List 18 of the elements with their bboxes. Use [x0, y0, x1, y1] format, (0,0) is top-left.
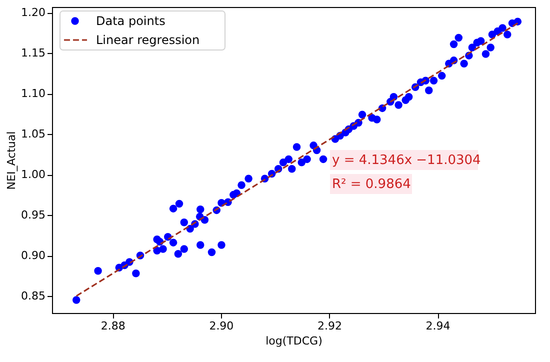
y-axis-title: NEI_Actual [5, 131, 18, 190]
x-tick-label: 2.94 [426, 320, 450, 332]
x-tick-label: 2.88 [100, 320, 126, 332]
y-tick-label: 1.15 [21, 46, 46, 60]
y-tick-label: 0.90 [21, 249, 46, 262]
y-tick-label: 1.00 [21, 168, 46, 182]
x-tick-label: 2.90 [209, 320, 234, 332]
annotation: y = 4.1346x −11.0304 [332, 153, 481, 168]
y-tick-label: 0.85 [21, 290, 46, 302]
x-axis-title: log(TDCG) [266, 334, 322, 348]
y-tick-label: 0.95 [21, 208, 46, 222]
y-tick-label: 1.20 [21, 6, 46, 20]
legend-label: Data points [96, 14, 166, 28]
y-tick-label: 1.10 [21, 87, 46, 100]
annotation: R² = 0.9864 [332, 177, 411, 192]
x-tick-label: 2.92 [317, 320, 342, 332]
y-tick-label: 1.05 [21, 128, 46, 141]
legend-label: Linear regression [96, 33, 200, 47]
